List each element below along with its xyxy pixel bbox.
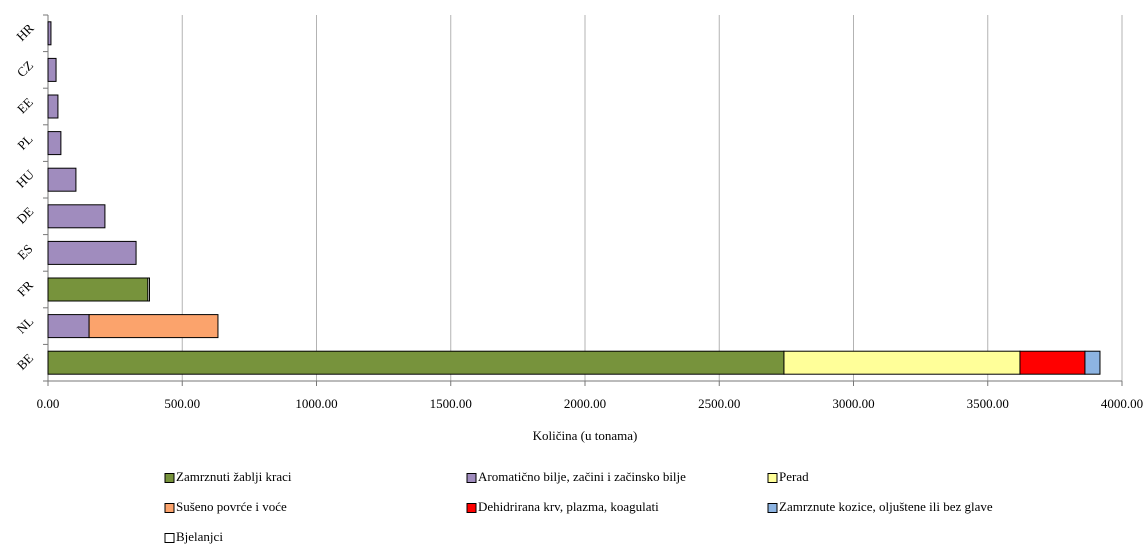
y-tick-label: HR — [13, 20, 37, 44]
legend-label: Bjelanjci — [176, 529, 223, 544]
y-tick-label: EE — [14, 94, 36, 116]
y-tick-label: ES — [14, 241, 35, 262]
bar-segment — [47, 314, 90, 339]
x-tick-label: 2000.00 — [564, 396, 606, 411]
legend-swatch — [767, 473, 778, 483]
y-tick-label: NL — [13, 314, 36, 337]
bar-segment — [1084, 350, 1101, 375]
bar-segment — [47, 277, 149, 302]
legend-swatch — [466, 473, 477, 483]
y-tick-label: DE — [13, 204, 36, 227]
bar-segment — [88, 314, 219, 339]
y-tick-label: HU — [13, 166, 37, 190]
x-tick-label: 500.00 — [164, 396, 200, 411]
x-tick-label: 4000.00 — [1101, 396, 1143, 411]
legend-label: Zamrznute kozice, oljuštene ili bez glav… — [779, 499, 993, 514]
legend-swatch — [164, 533, 175, 543]
bar-segment — [47, 94, 59, 119]
x-tick-label: 1500.00 — [430, 396, 472, 411]
bar-segment — [147, 277, 150, 302]
legend-label: Zamrznuti žablji kraci — [176, 469, 292, 484]
legend-swatch — [466, 503, 477, 513]
bar-segment — [47, 131, 62, 156]
legend-label: Aromatično bilje, začini i začinsko bilj… — [478, 469, 686, 484]
legend-swatch — [767, 503, 778, 513]
bar-segment — [783, 350, 1021, 375]
legend-label: Sušeno povrće i voće — [176, 499, 287, 514]
bar-segment — [47, 350, 785, 375]
x-tick-label: 2500.00 — [698, 396, 740, 411]
bar-segment — [1019, 350, 1086, 375]
bar-segment — [47, 21, 52, 46]
y-tick-label: PL — [14, 131, 35, 152]
x-tick-label: 3500.00 — [967, 396, 1009, 411]
y-tick-label: CZ — [14, 58, 36, 80]
x-tick-label: 0.00 — [37, 396, 60, 411]
bar-segment — [47, 167, 77, 192]
y-tick-label: FR — [14, 277, 36, 299]
bar-segment — [47, 204, 106, 229]
bar-segment — [47, 57, 57, 82]
y-tick-label: BE — [14, 350, 36, 372]
x-tick-label: 1000.00 — [295, 396, 337, 411]
x-axis-title: Količina (u tonama) — [533, 428, 638, 443]
legend-label: Dehidrirana krv, plazma, koagulati — [478, 499, 659, 514]
legend-swatch — [164, 473, 175, 483]
legend-swatch — [164, 503, 175, 513]
bar-segment — [47, 240, 137, 265]
x-tick-label: 3000.00 — [832, 396, 874, 411]
legend-label: Perad — [779, 469, 809, 484]
